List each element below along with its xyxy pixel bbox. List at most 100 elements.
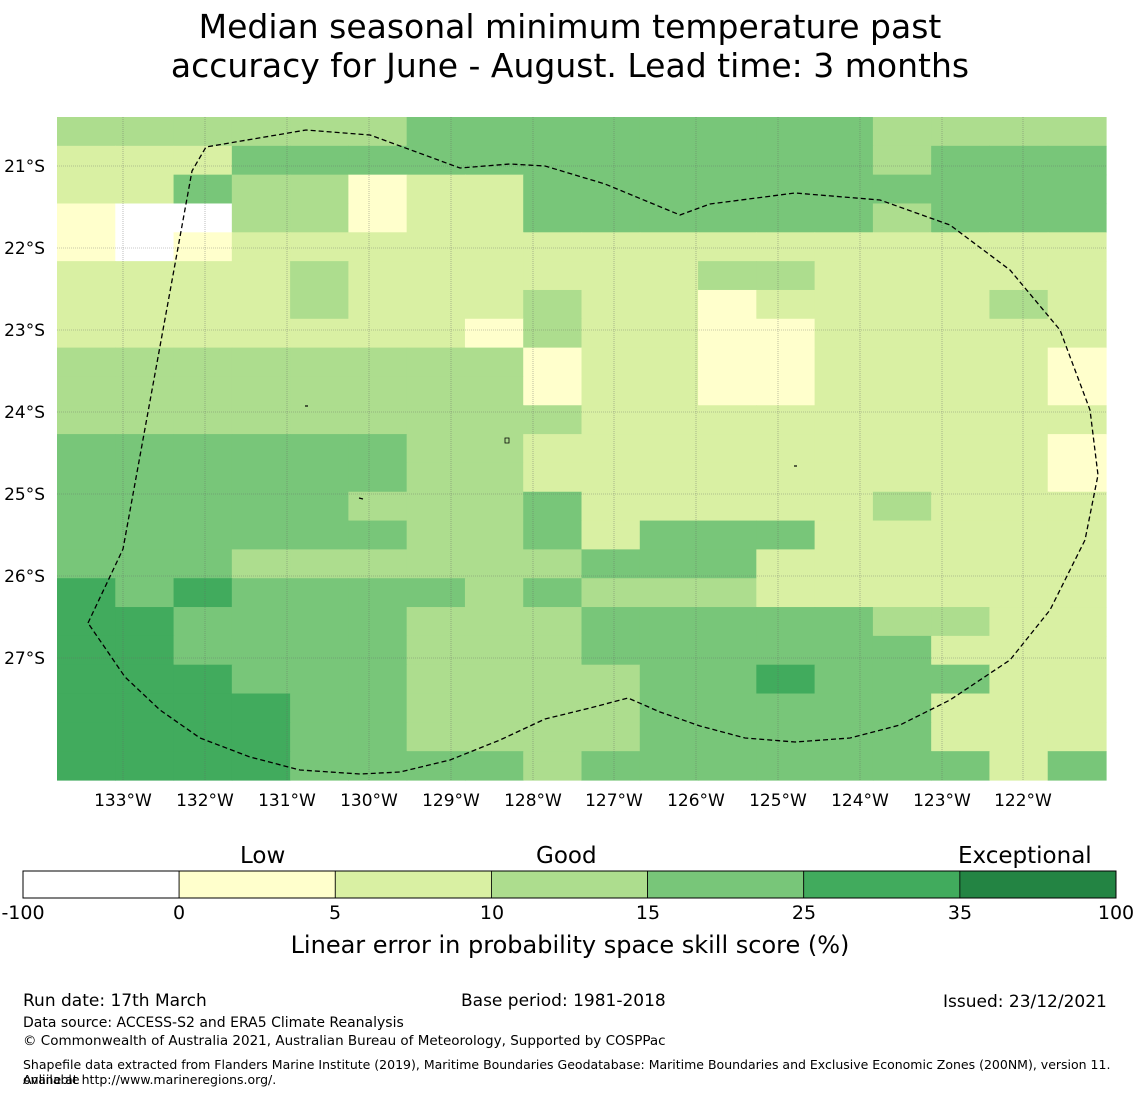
grid-cell — [698, 232, 757, 262]
grid-cell — [814, 405, 874, 435]
grid-cell — [57, 289, 116, 320]
grid-cell — [173, 289, 233, 320]
grid-cell — [756, 635, 816, 666]
grid-cell — [231, 549, 291, 579]
grid-cell — [931, 693, 991, 723]
colorbar-tick: 100 — [1097, 902, 1135, 924]
grid-cell — [931, 607, 991, 637]
island-1 — [504, 437, 510, 444]
grid-cell — [115, 261, 175, 291]
grid-cell — [231, 434, 291, 464]
grid-cell — [348, 174, 408, 205]
grid-cell — [406, 578, 466, 608]
grid-cell — [115, 347, 175, 378]
colorbar-tick: 0 — [172, 902, 186, 924]
grid-cell — [57, 434, 116, 464]
grid-cell — [581, 261, 641, 291]
grid-cell — [872, 434, 932, 464]
grid-cell — [1047, 347, 1107, 378]
grid-cell — [523, 751, 583, 781]
grid-cell — [698, 635, 757, 666]
grid-cell — [989, 693, 1049, 723]
grid-cell — [406, 664, 466, 695]
grid-cell — [231, 607, 291, 637]
grid-cell — [1047, 318, 1107, 349]
grid-cell — [872, 174, 932, 205]
grid-cell — [931, 405, 991, 435]
grid-cell — [814, 232, 874, 262]
colorbar-segment — [491, 870, 648, 899]
skill-grid — [57, 117, 1107, 781]
grid-cell — [931, 578, 991, 608]
data-source: Data source: ACCESS-S2 and ERA5 Climate … — [23, 1015, 404, 1031]
grid-cell — [406, 261, 466, 291]
grid-cell — [639, 434, 699, 464]
grid-cell — [698, 578, 757, 608]
grid-cell — [464, 203, 524, 233]
grid-cell — [814, 347, 874, 378]
grid-cell — [814, 145, 874, 176]
grid-cell — [290, 607, 349, 637]
grid-cell — [581, 376, 641, 406]
grid-cell — [348, 635, 408, 666]
grid-cell — [115, 607, 175, 637]
grid-cell — [523, 434, 583, 464]
run-date: Run date: 17th March — [23, 991, 207, 1011]
grid-cell — [290, 491, 349, 522]
grid-cell — [872, 520, 932, 550]
grid-cell — [406, 462, 466, 493]
grid-cell — [115, 722, 175, 752]
grid-cell — [931, 722, 991, 752]
grid-cell — [115, 289, 175, 320]
grid-cell — [639, 578, 699, 608]
grid-cell — [989, 376, 1049, 406]
grid-cell — [1047, 664, 1107, 695]
grid-cell — [231, 261, 291, 291]
grid-cell — [115, 376, 175, 406]
grid-cell — [872, 607, 932, 637]
grid-cell — [523, 722, 583, 752]
grid-cell — [406, 347, 466, 378]
grid-cell — [231, 722, 291, 752]
grid-cell — [523, 578, 583, 608]
grid-cell — [173, 491, 233, 522]
latitude-tick: 23°S — [4, 321, 45, 341]
grid-cell — [698, 722, 757, 752]
grid-cell — [756, 203, 816, 233]
grid-cell — [290, 578, 349, 608]
grid-cell — [581, 405, 641, 435]
grid-cell — [464, 174, 524, 205]
grid-cell — [814, 174, 874, 205]
grid-cell — [814, 607, 874, 637]
grid-cell — [639, 318, 699, 349]
grid-cell — [581, 722, 641, 752]
grid-cell — [989, 203, 1049, 233]
grid-cell — [756, 722, 816, 752]
grid-cell — [989, 751, 1049, 781]
grid-cell — [173, 434, 233, 464]
grid-cell — [931, 347, 991, 378]
grid-cell — [1047, 520, 1107, 550]
grid-cell — [872, 117, 932, 147]
grid-cell — [523, 520, 583, 550]
latitude-tick: 26°S — [4, 567, 45, 587]
grid-cell — [989, 289, 1049, 320]
grid-cell — [814, 117, 874, 147]
grid-cell — [1047, 174, 1107, 205]
grid-cell — [406, 751, 466, 781]
grid-cell — [814, 462, 874, 493]
grid-cell — [989, 405, 1049, 435]
grid-cell — [406, 318, 466, 349]
grid-cell — [57, 117, 116, 147]
grid-cell — [1047, 578, 1107, 608]
grid-cell — [581, 203, 641, 233]
grid-cell — [989, 491, 1049, 522]
colorbar-segment — [803, 870, 961, 899]
longitude-tick: 127°W — [585, 791, 643, 811]
grid-cell — [173, 376, 233, 406]
grid-cell — [173, 318, 233, 349]
grid-cell — [406, 174, 466, 205]
latitude-tick: 27°S — [4, 649, 45, 669]
grid-cell — [523, 635, 583, 666]
grid-cell — [523, 491, 583, 522]
